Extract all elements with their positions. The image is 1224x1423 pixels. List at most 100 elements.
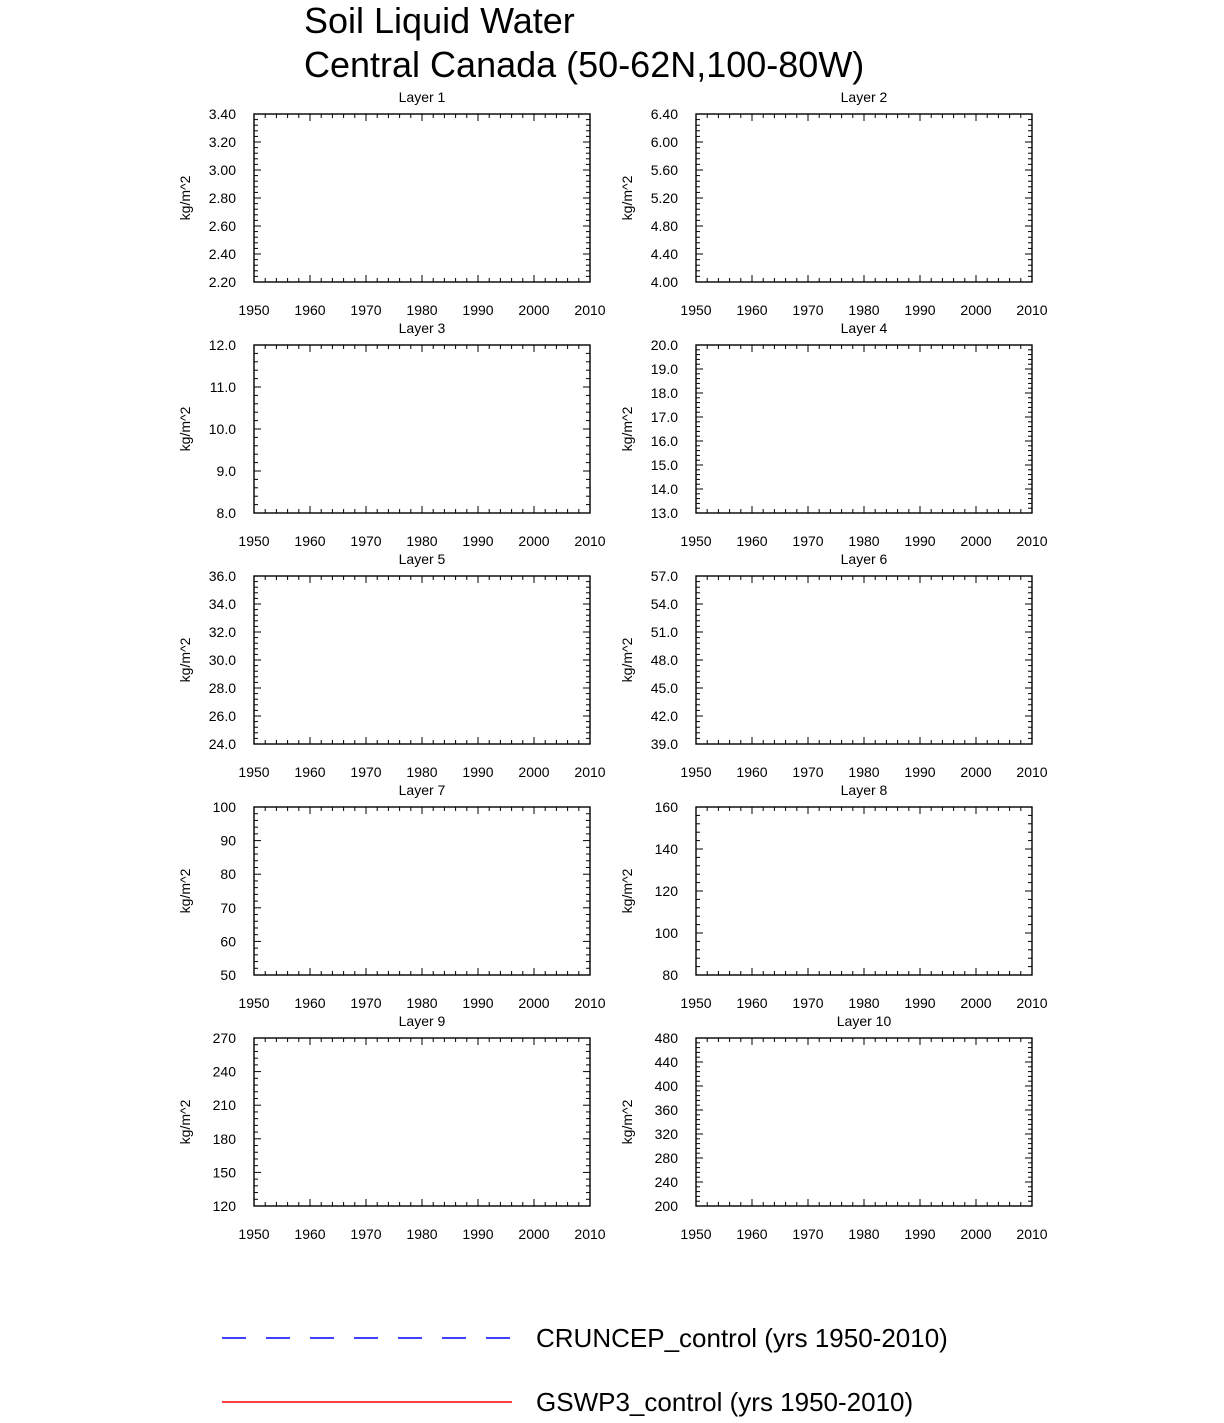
x-tick-label: 1950 <box>238 302 269 318</box>
x-tick-label: 1970 <box>350 764 381 780</box>
y-tick-label: 480 <box>655 1030 679 1046</box>
panel-layer-6: Layer 6 kg/m^2 39.0 42.0 45.0 48.0 51.0 54.0 57.… <box>619 551 1048 780</box>
panel-layer-8: Layer 8 kg/m^2 80 100 120 140 160 1950 1960 1970 1… <box>619 782 1048 1011</box>
panel-title: Layer 2 <box>841 89 888 105</box>
plot-frame <box>253 1037 591 1207</box>
y-axis-label: kg/m^2 <box>619 406 635 451</box>
x-tick-label: 1960 <box>736 995 767 1011</box>
x-tick-label: 2000 <box>518 302 549 318</box>
y-tick-label: 3.40 <box>209 106 236 122</box>
x-tick-label: 1970 <box>792 533 823 549</box>
x-tick-label: 1990 <box>462 533 493 549</box>
plot-frame <box>695 806 1033 976</box>
y-tick-label: 320 <box>655 1126 679 1142</box>
y-tick-label: 270 <box>213 1030 237 1046</box>
y-tick-label: 42.0 <box>651 708 678 724</box>
x-tick-label: 1960 <box>294 302 325 318</box>
x-tick-label: 1950 <box>238 533 269 549</box>
y-tick-label: 30.0 <box>209 652 236 668</box>
y-tick-label: 400 <box>655 1078 679 1094</box>
x-tick-label: 1980 <box>848 533 879 549</box>
y-axis-label: kg/m^2 <box>177 175 193 220</box>
panel-title: Layer 5 <box>399 551 446 567</box>
x-tick-label: 1960 <box>294 995 325 1011</box>
y-tick-label: 26.0 <box>209 708 236 724</box>
y-axis-label: kg/m^2 <box>177 637 193 682</box>
y-tick-label: 3.20 <box>209 134 236 150</box>
x-tick-label: 2000 <box>518 764 549 780</box>
y-axis-label: kg/m^2 <box>619 1099 635 1144</box>
plot-frame <box>253 806 591 976</box>
y-tick-label: 20.0 <box>651 337 678 353</box>
x-tick-label: 1960 <box>736 302 767 318</box>
y-tick-label: 100 <box>655 925 679 941</box>
panel-title: Layer 7 <box>399 782 446 798</box>
y-tick-label: 80 <box>220 866 236 882</box>
y-tick-label: 54.0 <box>651 596 678 612</box>
y-axis-label: kg/m^2 <box>177 406 193 451</box>
y-tick-label: 80 <box>662 967 678 983</box>
y-tick-label: 14.0 <box>651 481 678 497</box>
y-tick-label: 5.20 <box>651 190 678 206</box>
x-tick-label: 1950 <box>680 764 711 780</box>
y-tick-label: 34.0 <box>209 596 236 612</box>
y-tick-label: 140 <box>655 841 679 857</box>
x-tick-label: 2000 <box>960 533 991 549</box>
y-tick-label: 2.80 <box>209 190 236 206</box>
x-tick-label: 2000 <box>960 995 991 1011</box>
y-tick-label: 28.0 <box>209 680 236 696</box>
x-tick-label: 1960 <box>736 533 767 549</box>
x-tick-label: 2010 <box>1016 995 1047 1011</box>
panel-layer-1: Layer 1 kg/m^2 2.20 2.40 2.60 2.80 3.00 3.20 3.4… <box>177 89 606 318</box>
x-tick-label: 1950 <box>680 1226 711 1242</box>
y-tick-label: 200 <box>655 1198 679 1214</box>
y-tick-label: 2.20 <box>209 274 236 290</box>
panel-layer-4: Layer 4 kg/m^2 13.0 14.0 15.0 16.0 17.0 18.0 19.… <box>619 320 1048 549</box>
x-tick-label: 1970 <box>350 533 381 549</box>
x-tick-label: 2010 <box>1016 302 1047 318</box>
legend-label-gswp3: GSWP3_control (yrs 1950-2010) <box>536 1387 913 1417</box>
x-tick-label: 1980 <box>848 302 879 318</box>
x-tick-label: 1950 <box>680 533 711 549</box>
x-tick-label: 1980 <box>406 1226 437 1242</box>
x-tick-label: 1960 <box>736 764 767 780</box>
x-tick-label: 1990 <box>462 1226 493 1242</box>
panel-layer-7: Layer 7 kg/m^2 50 60 70 80 90 100 1950 1960 1970 19… <box>177 782 606 1011</box>
y-tick-label: 51.0 <box>651 624 678 640</box>
y-tick-label: 45.0 <box>651 680 678 696</box>
x-tick-label: 2010 <box>574 1226 605 1242</box>
x-tick-label: 1970 <box>350 302 381 318</box>
x-tick-label: 1950 <box>680 995 711 1011</box>
y-tick-label: 100 <box>213 799 237 815</box>
chart-subtitle: Central Canada (50-62N,100-80W) <box>304 44 865 85</box>
y-tick-label: 210 <box>213 1097 237 1113</box>
plot-frame <box>695 113 1033 283</box>
y-tick-label: 13.0 <box>651 505 678 521</box>
x-tick-label: 1960 <box>294 764 325 780</box>
x-tick-label: 2010 <box>574 302 605 318</box>
y-tick-label: 8.0 <box>217 505 237 521</box>
x-tick-label: 1990 <box>904 302 935 318</box>
y-tick-label: 120 <box>655 883 679 899</box>
x-tick-label: 1970 <box>792 995 823 1011</box>
panel-title: Layer 6 <box>841 551 888 567</box>
x-tick-label: 1980 <box>848 995 879 1011</box>
panel-layer-10: Layer 10 kg/m^2 200 240 280 320 360 400 440 480 19… <box>619 1013 1048 1242</box>
x-tick-label: 1990 <box>462 995 493 1011</box>
y-tick-label: 6.00 <box>651 134 678 150</box>
y-tick-label: 360 <box>655 1102 679 1118</box>
x-tick-label: 1990 <box>462 764 493 780</box>
panel-title: Layer 8 <box>841 782 888 798</box>
y-axis-label: kg/m^2 <box>619 175 635 220</box>
x-tick-label: 1980 <box>406 764 437 780</box>
x-tick-label: 1980 <box>848 764 879 780</box>
y-tick-label: 4.80 <box>651 218 678 234</box>
y-tick-label: 4.40 <box>651 246 678 262</box>
y-axis-label: kg/m^2 <box>177 1099 193 1144</box>
y-tick-label: 280 <box>655 1150 679 1166</box>
y-tick-label: 18.0 <box>651 385 678 401</box>
x-tick-label: 1960 <box>294 1226 325 1242</box>
y-tick-label: 15.0 <box>651 457 678 473</box>
x-tick-label: 1970 <box>350 995 381 1011</box>
